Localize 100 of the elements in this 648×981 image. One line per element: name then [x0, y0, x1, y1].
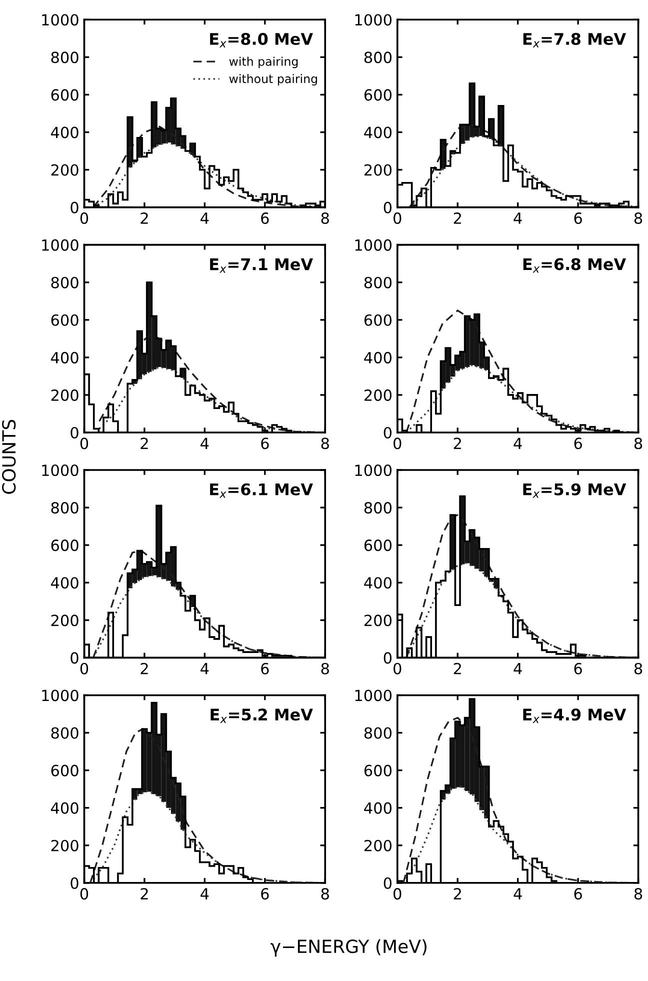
y-tick-label: 800	[51, 276, 78, 288]
y-tick-label: 600	[51, 540, 78, 552]
x-tick-label: 4	[200, 438, 209, 449]
y-tick-label: 1000	[42, 239, 78, 251]
x-tick-label: 2	[140, 662, 148, 674]
x-tick-label: 2	[140, 212, 148, 224]
y-tick-label: 1000	[355, 690, 392, 702]
x-tick-label: 8	[321, 438, 329, 450]
x-tick-label: 4	[200, 663, 209, 674]
text: E$_{x}$=5.9 MeV	[523, 483, 626, 498]
x-tick-label: 4	[514, 212, 522, 224]
y-tick-label: 800	[51, 502, 78, 514]
y-tick-label: 600	[51, 764, 78, 776]
y-tick-label: 0	[384, 202, 392, 214]
y-tick-label: 200	[51, 164, 78, 176]
y-tick-label: 600	[364, 89, 392, 101]
y-tick-label: 600	[51, 89, 78, 101]
text: E$_{x}$=4.9 MeV	[523, 708, 626, 723]
y-tick-label: 200	[51, 389, 78, 401]
text: E$_{x}$=6.8 MeV	[523, 258, 626, 273]
y-axis-title: COUNTS	[2, 420, 16, 494]
legend-label: without pairing	[229, 74, 317, 86]
x-tick-label: 6	[261, 662, 269, 674]
y-tick-label: 400	[364, 577, 392, 589]
y-tick-label: 800	[364, 276, 392, 288]
x-tick-label: 6	[574, 662, 582, 674]
x-tick-label: 6	[574, 212, 582, 224]
x-tick-label: 6	[574, 438, 582, 450]
x-tick-label: 4	[514, 888, 522, 900]
y-tick-label: 400	[364, 126, 392, 138]
y-tick-label: 600	[364, 314, 392, 326]
y-tick-label: 1000	[355, 14, 392, 26]
y-tick-label: 1000	[42, 690, 78, 702]
x-tick-label: 2	[454, 212, 461, 224]
x-tick-label: 8	[321, 888, 329, 900]
text: E$_{x}$=8.0 MeV	[210, 32, 313, 48]
x-tick-label: 0	[80, 888, 88, 900]
x-axis-title: γ−ENERGY (MeV)	[270, 939, 426, 957]
y-tick-label: 200	[364, 389, 392, 401]
x-tick-label: 4	[200, 212, 209, 224]
y-tick-label: 200	[51, 840, 78, 852]
y-tick-label: 1000	[42, 14, 78, 26]
y-tick-label: 0	[384, 652, 392, 664]
y-tick-label: 200	[364, 614, 392, 626]
x-tick-label: 4	[514, 438, 522, 449]
y-tick-label: 200	[364, 840, 392, 852]
y-tick-label: 0	[384, 877, 392, 889]
y-tick-label: 0	[384, 426, 392, 439]
x-tick-label: 6	[574, 888, 582, 900]
x-tick-label: 4	[514, 663, 522, 674]
y-tick-label: 1000	[42, 464, 78, 476]
y-tick-label: 600	[364, 764, 392, 776]
x-tick-label: 8	[634, 888, 642, 900]
x-tick-label: 2	[454, 888, 461, 900]
y-tick-label: 600	[51, 314, 78, 326]
y-tick-label: 400	[50, 577, 78, 589]
y-tick-label: 800	[364, 52, 392, 64]
x-tick-label: 2	[454, 438, 461, 449]
x-tick-label: 0	[394, 662, 402, 674]
y-tick-label: 0	[70, 426, 78, 439]
x-tick-label: 4	[200, 888, 209, 900]
text: E$_{x}$=7.8 MeV	[523, 32, 626, 48]
legend-label: with pairing	[229, 56, 298, 68]
x-tick-label: 0	[80, 212, 88, 224]
y-tick-label: 400	[50, 126, 78, 138]
y-tick-label: 0	[70, 877, 78, 889]
x-tick-label: 8	[321, 212, 329, 224]
x-tick-label: 2	[140, 888, 148, 900]
x-tick-label: 2	[140, 438, 148, 449]
y-tick-label: 400	[364, 802, 392, 814]
x-tick-label: 0	[394, 438, 402, 450]
x-tick-label: 6	[261, 212, 269, 224]
x-tick-label: 8	[321, 662, 329, 674]
y-tick-label: 800	[51, 727, 78, 739]
y-tick-label: 1000	[355, 464, 392, 476]
y-tick-label: 400	[50, 802, 78, 814]
text: E$_{x}$=7.1 MeV	[210, 258, 313, 273]
x-tick-label: 0	[80, 662, 88, 674]
y-tick-label: 200	[364, 164, 392, 176]
x-tick-label: 6	[261, 888, 269, 900]
y-tick-label: 800	[51, 52, 78, 64]
x-tick-label: 0	[80, 438, 88, 450]
y-tick-label: 200	[51, 614, 78, 626]
text: E$_{x}$=6.1 MeV	[210, 483, 313, 498]
y-tick-label: 0	[70, 652, 78, 664]
y-tick-label: 400	[50, 352, 78, 364]
x-tick-label: 8	[634, 438, 642, 450]
y-tick-label: 0	[70, 202, 78, 214]
x-tick-label: 2	[454, 662, 461, 674]
x-tick-label: 8	[634, 662, 642, 674]
y-tick-label: 800	[364, 727, 392, 739]
x-tick-label: 0	[394, 212, 402, 224]
y-tick-label: 1000	[355, 239, 392, 251]
x-tick-label: 6	[261, 438, 269, 450]
y-tick-label: 600	[364, 540, 392, 552]
y-tick-label: 400	[364, 352, 392, 364]
x-tick-label: 0	[394, 888, 402, 900]
x-tick-label: 8	[634, 212, 642, 224]
y-tick-label: 800	[364, 502, 392, 514]
text: E$_{x}$=5.2 MeV	[210, 708, 313, 723]
